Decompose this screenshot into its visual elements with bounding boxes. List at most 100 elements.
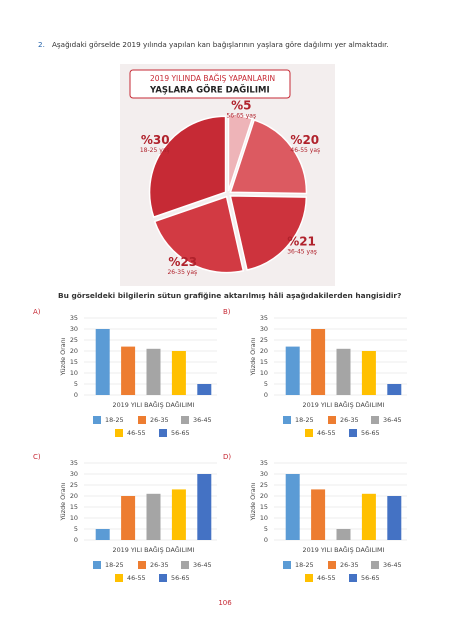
legend-label: 18-25 — [295, 561, 314, 569]
legend-label: 18-25 — [105, 561, 124, 569]
legend-label: 56-65 — [361, 574, 380, 582]
y-tick-label: 15 — [260, 358, 268, 366]
option-label: C) — [33, 453, 41, 461]
slice-value-label: %30 — [141, 133, 170, 147]
bar — [361, 351, 376, 395]
y-tick-label: 35 — [260, 314, 268, 322]
bar — [285, 346, 300, 395]
y-axis-label: Yüzde Oranı — [59, 482, 67, 521]
y-tick-label: 15 — [260, 503, 268, 511]
legend-swatch — [371, 416, 379, 424]
legend-swatch — [328, 416, 336, 424]
legend-swatch — [181, 416, 189, 424]
legend-label: 56-65 — [171, 574, 190, 582]
pie-slice — [153, 195, 245, 274]
bar — [197, 384, 212, 395]
option-label: D) — [223, 453, 231, 461]
legend-swatch — [305, 574, 313, 582]
bar — [311, 329, 326, 395]
bar — [387, 384, 402, 395]
y-tick-label: 20 — [70, 492, 78, 500]
legend-swatch — [349, 429, 357, 437]
y-tick-label: 30 — [260, 325, 268, 333]
y-axis-label: Yüzde Oranı — [59, 337, 67, 376]
legend-label: 26-35 — [340, 561, 359, 569]
y-tick-label: 35 — [260, 459, 268, 467]
slice-value-label: %20 — [290, 133, 319, 147]
infographic-title: YAŞLARA GÖRE DAĞILIMI — [149, 84, 270, 96]
y-tick-label: 35 — [70, 459, 78, 467]
y-tick-label: 10 — [260, 369, 268, 377]
y-tick-label: 30 — [70, 470, 78, 478]
legend-label: 18-25 — [105, 416, 124, 424]
y-tick-label: 5 — [74, 380, 78, 388]
y-tick-label: 5 — [264, 380, 268, 388]
legend-swatch — [305, 429, 313, 437]
y-tick-label: 10 — [260, 514, 268, 522]
y-tick-label: 30 — [260, 470, 268, 478]
slice-value-label: %23 — [168, 255, 197, 269]
question-prompt: Bu görseldeki bilgilerin sütun grafiğine… — [58, 291, 401, 300]
bar — [361, 493, 376, 540]
pie-slice — [148, 115, 227, 219]
y-tick-label: 15 — [70, 503, 78, 511]
bar — [387, 496, 402, 540]
y-tick-label: 20 — [70, 347, 78, 355]
pie-slice — [229, 195, 308, 271]
legend-label: 36-45 — [383, 561, 402, 569]
x-axis-label: 2019 YILI BAĞIŞ DAĞILIMI — [113, 545, 195, 554]
legend-label: 46-55 — [127, 574, 146, 582]
legend-swatch — [349, 574, 357, 582]
infographic-title: 2019 YILINDA BAĞIŞ YAPANLARIN — [150, 74, 275, 83]
bar — [336, 348, 351, 395]
y-tick-label: 5 — [74, 525, 78, 533]
bar — [311, 489, 326, 540]
x-axis-label: 2019 YILI BAĞIŞ DAĞILIMI — [113, 400, 195, 409]
y-tick-label: 25 — [70, 336, 78, 344]
y-tick-label: 20 — [260, 347, 268, 355]
option-label: A) — [33, 308, 41, 316]
legend-label: 18-25 — [295, 416, 314, 424]
legend-swatch — [159, 429, 167, 437]
legend-swatch — [328, 561, 336, 569]
legend-label: 26-35 — [150, 561, 169, 569]
legend-label: 56-65 — [361, 429, 380, 437]
bar — [285, 474, 300, 540]
y-tick-label: 10 — [70, 369, 78, 377]
bar — [336, 529, 351, 540]
bar — [121, 496, 136, 540]
legend-swatch — [181, 561, 189, 569]
pie-slice — [227, 114, 254, 192]
y-tick-label: 0 — [264, 536, 268, 544]
y-tick-label: 25 — [260, 336, 268, 344]
slice-category-label: 46-55 yaş — [290, 147, 320, 154]
legend-swatch — [371, 561, 379, 569]
bar — [146, 493, 161, 540]
slice-category-label: 56-65 yaş — [226, 113, 256, 120]
legend-label: 46-55 — [317, 429, 336, 437]
bar — [121, 346, 136, 395]
legend-label: 36-45 — [193, 561, 212, 569]
legend-swatch — [159, 574, 167, 582]
y-tick-label: 0 — [74, 391, 78, 399]
bar — [95, 529, 110, 540]
pie-slice — [229, 119, 308, 195]
legend-swatch — [283, 561, 291, 569]
y-tick-label: 20 — [260, 492, 268, 500]
bar — [95, 329, 110, 395]
legend-label: 46-55 — [317, 574, 336, 582]
y-axis-label: Yüzde Oranı — [249, 482, 257, 521]
option-label: B) — [223, 308, 231, 316]
slice-category-label: 36-45 yaş — [287, 248, 317, 255]
legend-swatch — [138, 416, 146, 424]
y-tick-label: 35 — [70, 314, 78, 322]
bar — [197, 474, 212, 540]
slice-category-label: 26-35 yaş — [167, 269, 197, 276]
legend-label: 36-45 — [383, 416, 402, 424]
y-tick-label: 10 — [70, 514, 78, 522]
question-number: 2. — [38, 40, 45, 49]
legend-swatch — [115, 429, 123, 437]
legend-label: 26-35 — [340, 416, 359, 424]
legend-swatch — [93, 416, 101, 424]
infographic-banner — [129, 69, 291, 99]
